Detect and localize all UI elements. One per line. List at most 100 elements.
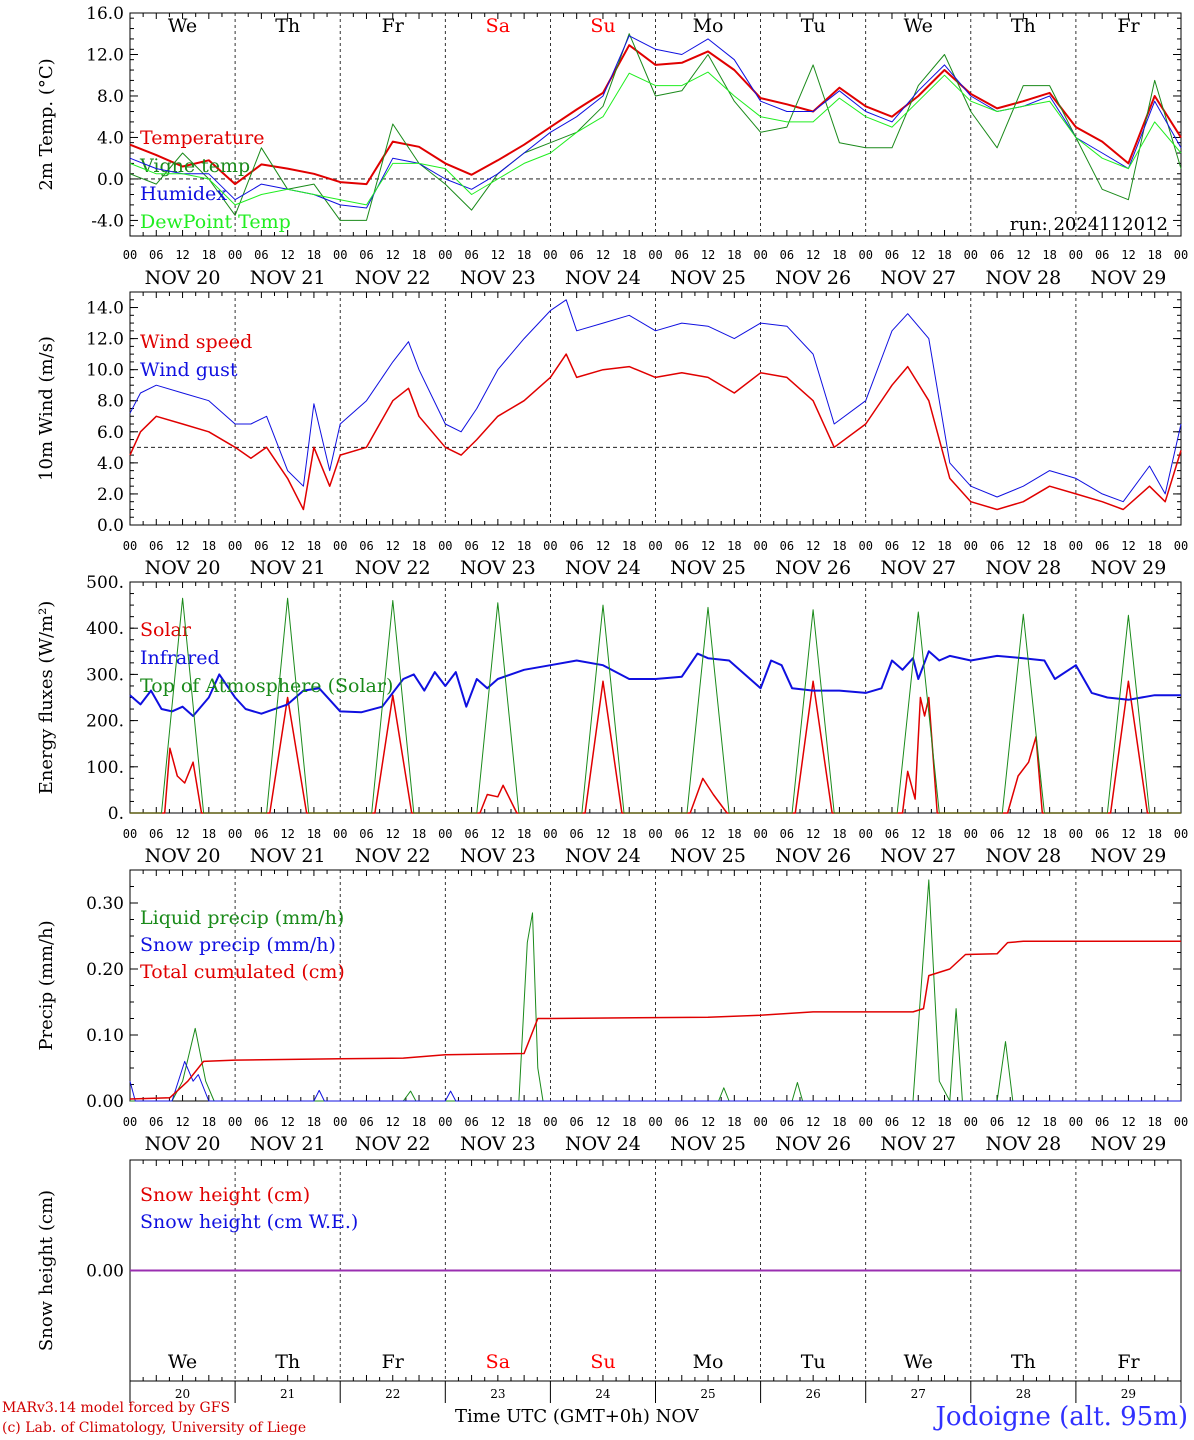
station-name: Jodoigne (alt. 95m) (935, 1402, 1188, 1432)
hour-tick-label: 18 (202, 539, 216, 553)
weekday-label: Fr (382, 15, 405, 37)
y-axis-label: Precip (mm/h) (36, 920, 57, 1050)
hour-tick-label: 00 (753, 539, 767, 553)
day-number-label: 26 (806, 1387, 821, 1401)
date-label: NOV 28 (985, 267, 1061, 289)
hour-tick-label: 06 (149, 539, 163, 553)
hour-tick-label: 12 (280, 539, 294, 553)
hour-tick-label: 06 (359, 1115, 373, 1129)
hour-tick-label: 06 (359, 248, 373, 262)
hour-tick-label: 12 (280, 827, 294, 841)
hour-tick-label: 00 (228, 1115, 242, 1129)
series-line-vigne-temp (129, 33, 1182, 221)
series-line-liquid-precip-mm-h- (130, 879, 1181, 1102)
weekday-label: We (904, 1351, 933, 1373)
hour-tick-label: 18 (727, 1115, 741, 1129)
day-number-label: 23 (490, 1387, 505, 1401)
hour-tick-label: 18 (1042, 539, 1056, 553)
series-line-wind-gust (129, 299, 1182, 503)
hour-tick-label: 18 (937, 539, 951, 553)
y-tick-label: 8.0 (97, 87, 124, 107)
hour-tick-label: 18 (1042, 1115, 1056, 1129)
date-label: NOV 21 (250, 845, 326, 867)
hour-tick-label: 06 (885, 248, 899, 262)
hour-tick-label: 18 (412, 827, 426, 841)
hour-tick-label: 00 (123, 827, 137, 841)
hour-tick-label: 18 (412, 1115, 426, 1129)
hour-tick-label: 12 (596, 248, 610, 262)
hour-tick-label: 06 (359, 539, 373, 553)
hour-tick-label: 18 (832, 248, 846, 262)
date-label: NOV 23 (460, 557, 536, 579)
legend-entry: Temperature (140, 127, 264, 149)
legend-entry: Vigne temp (139, 155, 250, 177)
hour-tick-label: 18 (307, 248, 321, 262)
hour-tick-label: 00 (648, 539, 662, 553)
hour-tick-label: 18 (307, 1115, 321, 1129)
hour-tick-label: 00 (1069, 539, 1083, 553)
weekday-label: Mo (693, 15, 724, 37)
hour-tick-label: 06 (1095, 248, 1109, 262)
hour-tick-label: 06 (149, 248, 163, 262)
legend-entry: Liquid precip (mm/h) (140, 907, 344, 929)
hour-tick-label: 18 (1147, 539, 1161, 553)
hour-tick-label: 06 (780, 827, 794, 841)
hour-tick-label: 00 (648, 1115, 662, 1129)
hour-tick-label: 06 (464, 827, 478, 841)
hour-tick-label: 18 (412, 248, 426, 262)
hour-tick-label: 12 (596, 539, 610, 553)
panel-frame (129, 12, 1182, 237)
hour-tick-label: 06 (885, 1115, 899, 1129)
hour-tick-label: 12 (701, 827, 715, 841)
hour-tick-label: 06 (1095, 1115, 1109, 1129)
y-tick-label: 0.30 (86, 894, 124, 914)
hour-tick-label: 12 (175, 827, 189, 841)
hour-tick-label: 00 (543, 827, 557, 841)
hour-tick-label: 18 (1147, 248, 1161, 262)
hour-tick-label: 12 (596, 1115, 610, 1129)
hour-tick-label: 06 (675, 539, 689, 553)
hour-tick-label: 00 (438, 1115, 452, 1129)
hour-tick-label: 06 (149, 827, 163, 841)
y-tick-label: 2.0 (97, 485, 124, 505)
hour-tick-label: 00 (438, 827, 452, 841)
weekday-label: Th (1011, 1351, 1036, 1373)
series-line-total-cumulated-cm- (129, 940, 1181, 1100)
date-label: NOV 27 (880, 845, 956, 867)
y-tick-label: -4.0 (91, 211, 124, 231)
legend-entry: Solar (140, 619, 192, 641)
hour-tick-label: 12 (491, 539, 505, 553)
date-label: NOV 22 (355, 267, 431, 289)
y-tick-label: 100. (86, 758, 124, 778)
hour-tick-label: 12 (491, 248, 505, 262)
hour-tick-label: 06 (254, 248, 268, 262)
hour-tick-label: 00 (333, 539, 347, 553)
hour-tick-label: 00 (228, 827, 242, 841)
hour-tick-label: 12 (280, 248, 294, 262)
weekday-label: We (168, 15, 197, 37)
y-tick-label: 0.00 (86, 1262, 124, 1282)
y-tick-label: 10.0 (86, 361, 124, 381)
date-label: NOV 28 (985, 557, 1061, 579)
date-label: NOV 27 (880, 557, 956, 579)
hour-tick-label: 00 (438, 539, 452, 553)
hour-tick-label: 12 (1121, 827, 1135, 841)
y-tick-label: 0.20 (86, 960, 124, 980)
series-line-temperature (129, 44, 1182, 186)
hour-tick-label: 12 (701, 1115, 715, 1129)
date-label: NOV 22 (355, 845, 431, 867)
hour-tick-label: 12 (175, 539, 189, 553)
hour-tick-label: 18 (1042, 248, 1056, 262)
hour-tick-label: 06 (464, 248, 478, 262)
date-label: NOV 23 (460, 267, 536, 289)
hour-tick-label: 18 (412, 539, 426, 553)
y-tick-label: 0.0 (97, 516, 124, 536)
legend-entry: Top of Atmosphere (Solar) (140, 675, 393, 697)
date-label: NOV 20 (145, 557, 221, 579)
hour-tick-label: 18 (727, 827, 741, 841)
hour-tick-label: 18 (202, 827, 216, 841)
y-tick-label: 8.0 (97, 392, 124, 412)
date-label: NOV 25 (670, 557, 746, 579)
date-label: NOV 22 (355, 557, 431, 579)
legend-entry: Snow height (cm) (140, 1184, 310, 1206)
